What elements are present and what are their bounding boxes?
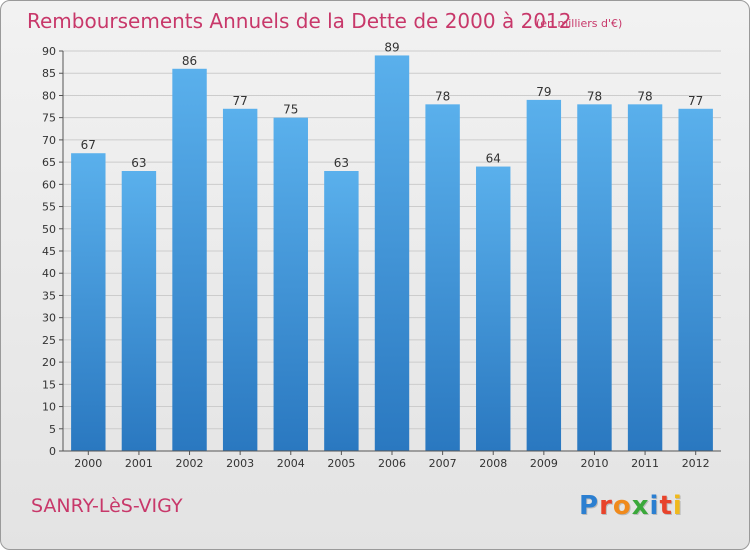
bar: [121, 171, 157, 451]
bar: [374, 55, 410, 451]
bar-value-label: 86: [182, 54, 197, 68]
bar-value-label: 78: [587, 89, 602, 103]
bar: [273, 117, 308, 452]
y-tick-label: 85: [42, 67, 56, 80]
commune-name: SANRY-LèS-VIGY: [31, 495, 183, 517]
bar-value-label: 77: [688, 94, 703, 108]
logo-letter: o: [612, 491, 632, 521]
y-tick-label: 45: [42, 245, 56, 258]
bar: [324, 171, 359, 451]
chart-subtitle: (en milliers d'€): [536, 17, 623, 30]
y-tick-label: 15: [42, 378, 56, 391]
bars: 67 63 86 77 75 63 89 78 64 79 78 78 77: [71, 40, 713, 452]
y-tick-label: 70: [42, 134, 56, 147]
logo-letter: t: [659, 491, 673, 521]
bar-value-label: 63: [131, 156, 146, 170]
bar-value-label: 77: [233, 94, 248, 108]
bar-value-label: 78: [637, 89, 652, 103]
bar-value-label: 75: [283, 103, 298, 117]
bar: [678, 108, 713, 452]
bar: [71, 153, 106, 451]
x-tick-label: 2002: [176, 457, 204, 470]
bar-value-label: 63: [334, 156, 349, 170]
y-tick-label: 75: [42, 112, 56, 125]
bar: [476, 166, 511, 452]
x-tick-label: 2010: [580, 457, 608, 470]
y-tick-label: 50: [42, 223, 56, 236]
x-tick-label: 2011: [631, 457, 659, 470]
x-tick-label: 2000: [74, 457, 102, 470]
x-tick-label: 2008: [479, 457, 507, 470]
bar: [425, 104, 460, 451]
bar-value-label: 89: [384, 40, 399, 54]
bar: [222, 108, 258, 452]
x-tick-label: 2004: [277, 457, 305, 470]
logo-letter: P: [579, 491, 600, 521]
logo-letter: i: [649, 491, 660, 521]
y-tick-label: 65: [42, 156, 56, 169]
logo-letter: i: [672, 491, 683, 521]
y-tick-label: 35: [42, 289, 56, 302]
y-tick-label: 10: [42, 401, 56, 414]
bar-value-label: 64: [486, 152, 501, 166]
axes: 0 5 10 15 20 25 30 35 40 45 50 55 60 65 70 75 80 85 90 2000…: [42, 45, 721, 470]
bar: [172, 68, 207, 452]
bar-value-label: 67: [81, 138, 96, 152]
bar-value-label: 78: [435, 89, 450, 103]
bar: [526, 99, 562, 451]
x-tick-label: 2006: [378, 457, 406, 470]
logo-letter: r: [599, 491, 613, 521]
x-tick-label: 2012: [682, 457, 710, 470]
y-tick-label: 25: [42, 334, 56, 347]
x-tick-label: 2001: [125, 457, 153, 470]
y-tick-label: 40: [42, 267, 56, 280]
bar: [577, 104, 612, 451]
y-tick-label: 80: [42, 89, 56, 102]
x-tick-label: 2005: [327, 457, 355, 470]
proxiti-logo: Proxiti: [579, 491, 683, 521]
x-tick-label: 2003: [226, 457, 254, 470]
y-tick-label: 30: [42, 312, 56, 325]
x-tick-label: 2007: [429, 457, 457, 470]
x-tick-label: 2009: [530, 457, 558, 470]
y-tick-label: 5: [49, 423, 56, 436]
logo-letter: x: [631, 491, 650, 521]
y-tick-label: 0: [49, 445, 56, 458]
y-tick-label: 60: [42, 178, 56, 191]
bar: [627, 104, 663, 451]
y-tick-label: 90: [42, 45, 56, 58]
y-tick-label: 55: [42, 201, 56, 214]
chart-title: Remboursements Annuels de la Dette de 20…: [27, 9, 572, 33]
bar-value-label: 79: [536, 85, 551, 99]
y-tick-label: 20: [42, 356, 56, 369]
